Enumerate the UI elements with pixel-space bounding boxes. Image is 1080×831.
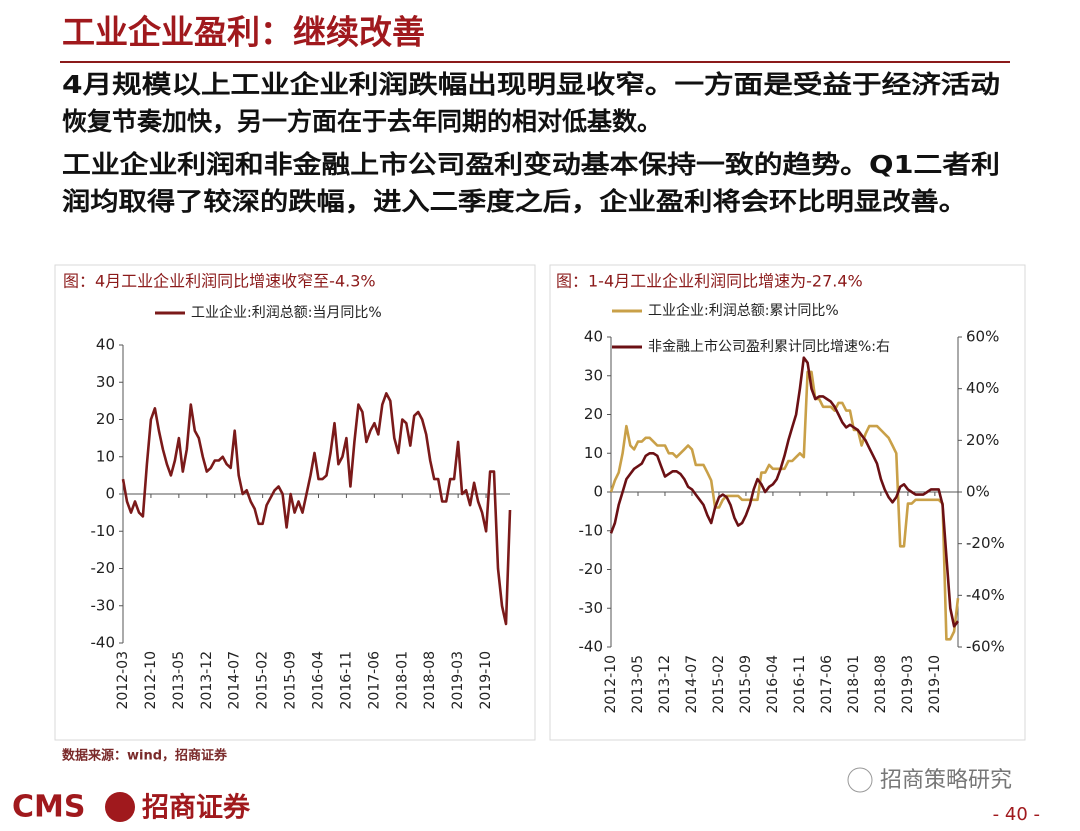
x-tick-label: 2014-07 xyxy=(227,651,243,710)
series-line xyxy=(121,392,512,626)
y-tick-label: 40 xyxy=(584,328,603,346)
y2-tick-label: 20% xyxy=(966,431,999,449)
y-tick-label: 30 xyxy=(96,373,115,391)
y-tick-label: -40 xyxy=(579,638,604,656)
x-tick-label: 2017-06 xyxy=(366,651,382,710)
x-tick-label: 2015-09 xyxy=(738,655,754,714)
y-tick-label: -30 xyxy=(91,596,116,614)
y-tick-label: -40 xyxy=(91,634,116,652)
y-tick-label: 0 xyxy=(105,485,115,503)
chart-frame xyxy=(54,264,536,741)
company-name: 招商证券 xyxy=(142,792,251,824)
x-tick-label: 2014-07 xyxy=(684,655,700,714)
x-tick-label: 2015-09 xyxy=(283,651,299,710)
legend-label: 工业企业:利润总额:累计同比% xyxy=(648,302,839,319)
x-tick-label: 2015-02 xyxy=(711,655,727,714)
x-tick-label: 2018-01 xyxy=(846,655,862,714)
x-tick-label: 2016-11 xyxy=(338,651,354,710)
x-tick-label: 2017-06 xyxy=(819,655,835,714)
chart-title: 图：1-4月工业企业利润同比增速为-27.4% xyxy=(556,272,863,291)
paragraph-line: 4月规模以上工业企业利润跌幅出现明显收窄。一方面是受益于经济活动 xyxy=(62,70,1000,99)
x-tick-label: 2019-03 xyxy=(450,651,466,710)
logo-text: CMS xyxy=(12,790,85,825)
x-tick-label: 2019-10 xyxy=(927,655,943,714)
y2-tick-label: 60% xyxy=(966,328,999,346)
paragraph-line: 润均取得了较深的跌幅，进入二季度之后，企业盈利将会环比明显改善。 xyxy=(62,187,967,216)
x-tick-label: 2016-04 xyxy=(310,651,326,710)
y2-tick-label: 0% xyxy=(966,483,990,501)
x-tick-label: 2016-11 xyxy=(792,655,808,714)
y-tick-label: 10 xyxy=(96,447,115,465)
y2-tick-label: 40% xyxy=(966,379,999,397)
y-tick-label: 30 xyxy=(584,366,603,384)
page-number: - 40 - xyxy=(993,804,1040,825)
y-tick-label: 40 xyxy=(96,336,115,354)
paragraph-line: 恢复节奏加快，另一方面在于去年同期的相对低基数。 xyxy=(62,107,662,136)
y-tick-label: -20 xyxy=(91,559,116,577)
y-tick-label: 20 xyxy=(584,405,603,423)
x-tick-label: 2019-03 xyxy=(900,655,916,714)
y-tick-label: -10 xyxy=(579,521,604,539)
y2-tick-label: -60% xyxy=(966,638,1005,656)
x-tick-label: 2016-04 xyxy=(765,655,781,714)
x-tick-label: 2013-12 xyxy=(199,651,215,710)
paragraph-line: 工业企业利润和非金融上市公司盈利变动基本保持一致的趋势。Q1二者利 xyxy=(62,150,1000,179)
legend-label: 工业企业:利润总额:当月同比% xyxy=(191,304,382,321)
y-tick-label: 0 xyxy=(593,483,603,501)
slide-title: 工业企业盈利：继续改善 xyxy=(62,13,425,52)
chart-frame xyxy=(549,264,1026,741)
y2-tick-label: -20% xyxy=(966,534,1005,552)
wechat-icon xyxy=(847,767,873,793)
x-tick-label: 2019-10 xyxy=(478,651,494,710)
x-tick-label: 2012-10 xyxy=(143,651,159,710)
legend-label: 非金融上市公司盈利累计同比增速%:右 xyxy=(648,338,890,355)
x-tick-label: 2012-10 xyxy=(603,655,619,714)
x-tick-label: 2012-03 xyxy=(115,651,131,710)
y-tick-label: -30 xyxy=(579,599,604,617)
chart-title: 图：4月工业企业利润同比增速收窄至-4.3% xyxy=(63,272,376,291)
y2-tick-label: -40% xyxy=(966,586,1005,604)
x-tick-label: 2013-05 xyxy=(630,655,646,714)
y-tick-label: -10 xyxy=(91,522,116,540)
watermark: 招商策略研究 xyxy=(880,768,1012,793)
x-tick-label: 2018-01 xyxy=(394,651,410,710)
x-tick-label: 2015-02 xyxy=(255,651,271,710)
logo-mark xyxy=(105,792,135,822)
x-tick-label: 2018-08 xyxy=(873,655,889,714)
y-tick-label: 20 xyxy=(96,410,115,428)
series-line xyxy=(609,370,960,641)
y-tick-label: 10 xyxy=(584,444,603,462)
y-tick-label: -20 xyxy=(579,560,604,578)
x-tick-label: 2018-08 xyxy=(422,651,438,710)
source-note: 数据来源：wind，招商证券 xyxy=(62,748,228,764)
series-line xyxy=(609,356,960,628)
x-tick-label: 2013-12 xyxy=(657,655,673,714)
x-tick-label: 2013-05 xyxy=(171,651,187,710)
